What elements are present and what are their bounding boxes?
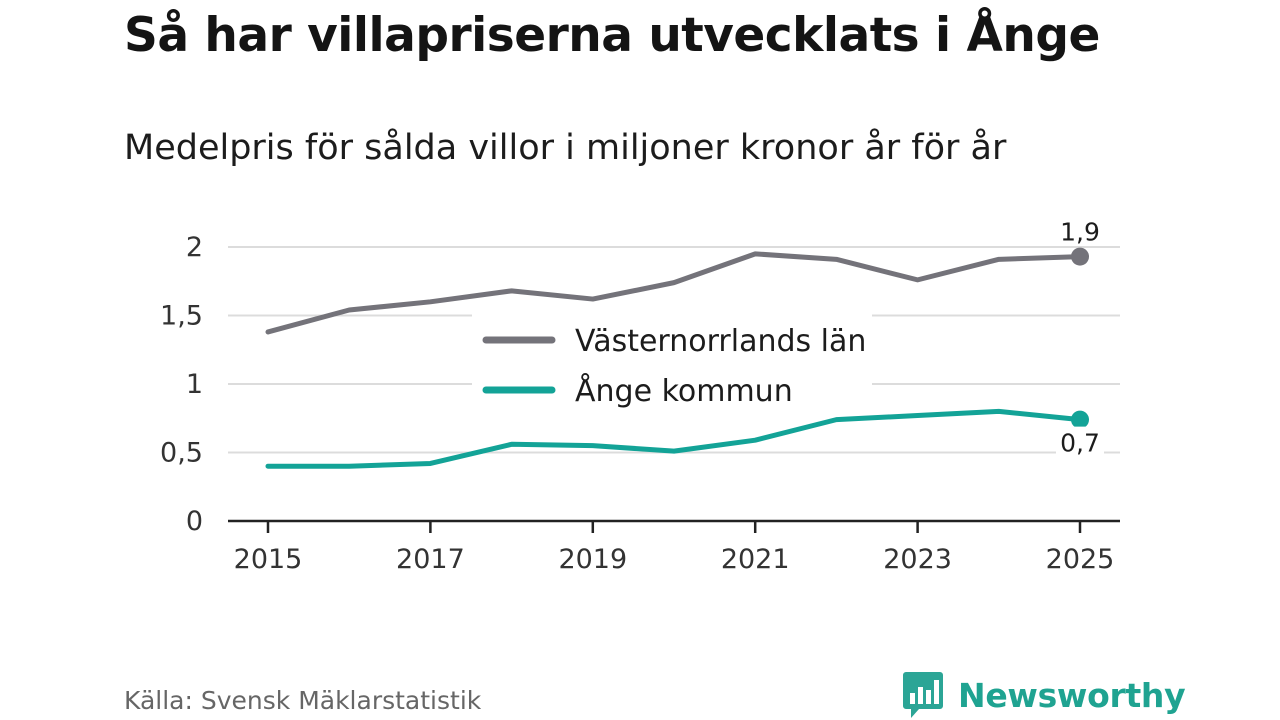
series-end-marker (1071, 247, 1089, 266)
y-tick-label: 2 (186, 232, 203, 263)
series-line-vasternorrland (265, 251, 1083, 335)
source-note: Källa: Svensk Mäklarstatistik (124, 686, 482, 715)
x-tick-label: 2023 (883, 544, 952, 575)
line-chart: 0 0,5 1 1,5 2 2015 2017 2019 2021 2023 2025 Väster… (160, 218, 1120, 575)
series-end-marker (1071, 410, 1089, 429)
legend-label: Ånge kommun (575, 373, 793, 409)
data-label: 0,7 (1060, 429, 1100, 458)
legend-label: Västernorrlands län (575, 324, 866, 359)
y-tick-label: 0 (186, 506, 203, 537)
brand-logo: Newsworthy (902, 670, 1186, 720)
chart-subtitle: Medelpris för sålda villor i miljoner kr… (124, 128, 1007, 168)
x-tick-label: 2015 (234, 544, 303, 575)
data-label: 1,9 (1060, 218, 1100, 247)
y-tick-label: 0,5 (160, 438, 203, 469)
y-tick-label: 1,5 (160, 301, 203, 332)
legend: Västernorrlands län Ånge kommun (472, 314, 872, 414)
x-tick-label: 2025 (1046, 544, 1115, 575)
data-labels: 1,9 0,7 (1056, 218, 1104, 459)
series-lines (265, 247, 1089, 469)
chart-title: Så har villapriserna utvecklats i Ånge (124, 8, 1100, 63)
x-tick-label: 2021 (721, 544, 790, 575)
data-label-bg (1056, 426, 1104, 459)
series-line-ange (265, 408, 1083, 469)
brand-name: Newsworthy (958, 675, 1186, 715)
y-tick-label: 1 (186, 369, 203, 400)
axes: 0 0,5 1 1,5 2 2015 2017 2019 2021 2023 2025 (160, 232, 1120, 575)
newsworthy-logo-icon (903, 672, 943, 718)
legend-box (472, 314, 872, 414)
x-tick-label: 2017 (396, 544, 465, 575)
x-tick-label: 2019 (558, 544, 627, 575)
